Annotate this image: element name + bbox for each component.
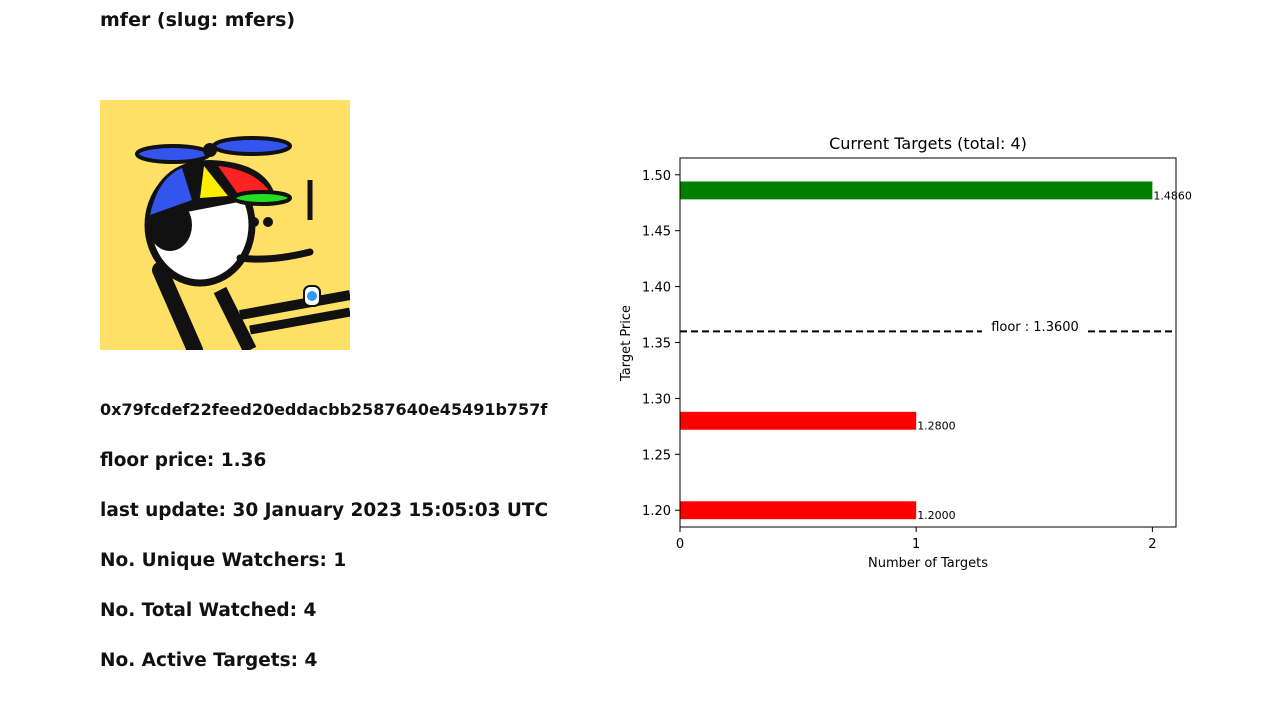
bar-value-label-0: 1.4860 (1153, 189, 1192, 202)
y-tick-label-6: 1.50 (642, 169, 671, 184)
collection-avatar-image (100, 100, 350, 350)
unique-watchers-text: No. Unique Watchers: 1 (100, 550, 347, 571)
floor-line-label: floor : 1.3600 (991, 320, 1079, 335)
x-axis-label: Number of Targets (868, 556, 988, 571)
target-bar-2 (680, 501, 917, 520)
y-tick-label-5: 1.45 (642, 225, 671, 240)
x-tick-label-0: 0 (676, 537, 684, 552)
bar-value-label-2: 1.2000 (917, 509, 956, 522)
total-watched-text: No. Total Watched: 4 (100, 600, 317, 621)
targets-chart: Current Targets (total: 4) Number of Tar… (619, 134, 1192, 571)
bar-value-label-1: 1.2800 (917, 420, 956, 433)
target-bar-1 (680, 411, 917, 430)
contract-address: 0x79fcdef22feed20eddacbb2587640e45491b75… (100, 400, 548, 419)
y-tick-label-3: 1.35 (642, 337, 671, 352)
active-targets-text: No. Active Targets: 4 (100, 650, 318, 671)
floor-price-text: floor price: 1.36 (100, 450, 267, 471)
target-bar-0 (680, 181, 1153, 200)
page-title: mfer (slug: mfers) (100, 9, 296, 31)
y-axis-label: Target Price (619, 305, 634, 382)
x-tick-label-2: 2 (1148, 537, 1156, 552)
y-tick-label-4: 1.40 (642, 281, 671, 296)
x-tick-label-1: 1 (912, 537, 920, 552)
plot-frame (679, 157, 1177, 528)
y-tick-label-2: 1.30 (642, 392, 671, 407)
chart-title: Current Targets (total: 4) (829, 134, 1027, 153)
y-tick-label-1: 1.25 (642, 448, 671, 463)
last-update-text: last update: 30 January 2023 15:05:03 UT… (100, 500, 549, 521)
y-tick-label-0: 1.20 (642, 504, 671, 519)
